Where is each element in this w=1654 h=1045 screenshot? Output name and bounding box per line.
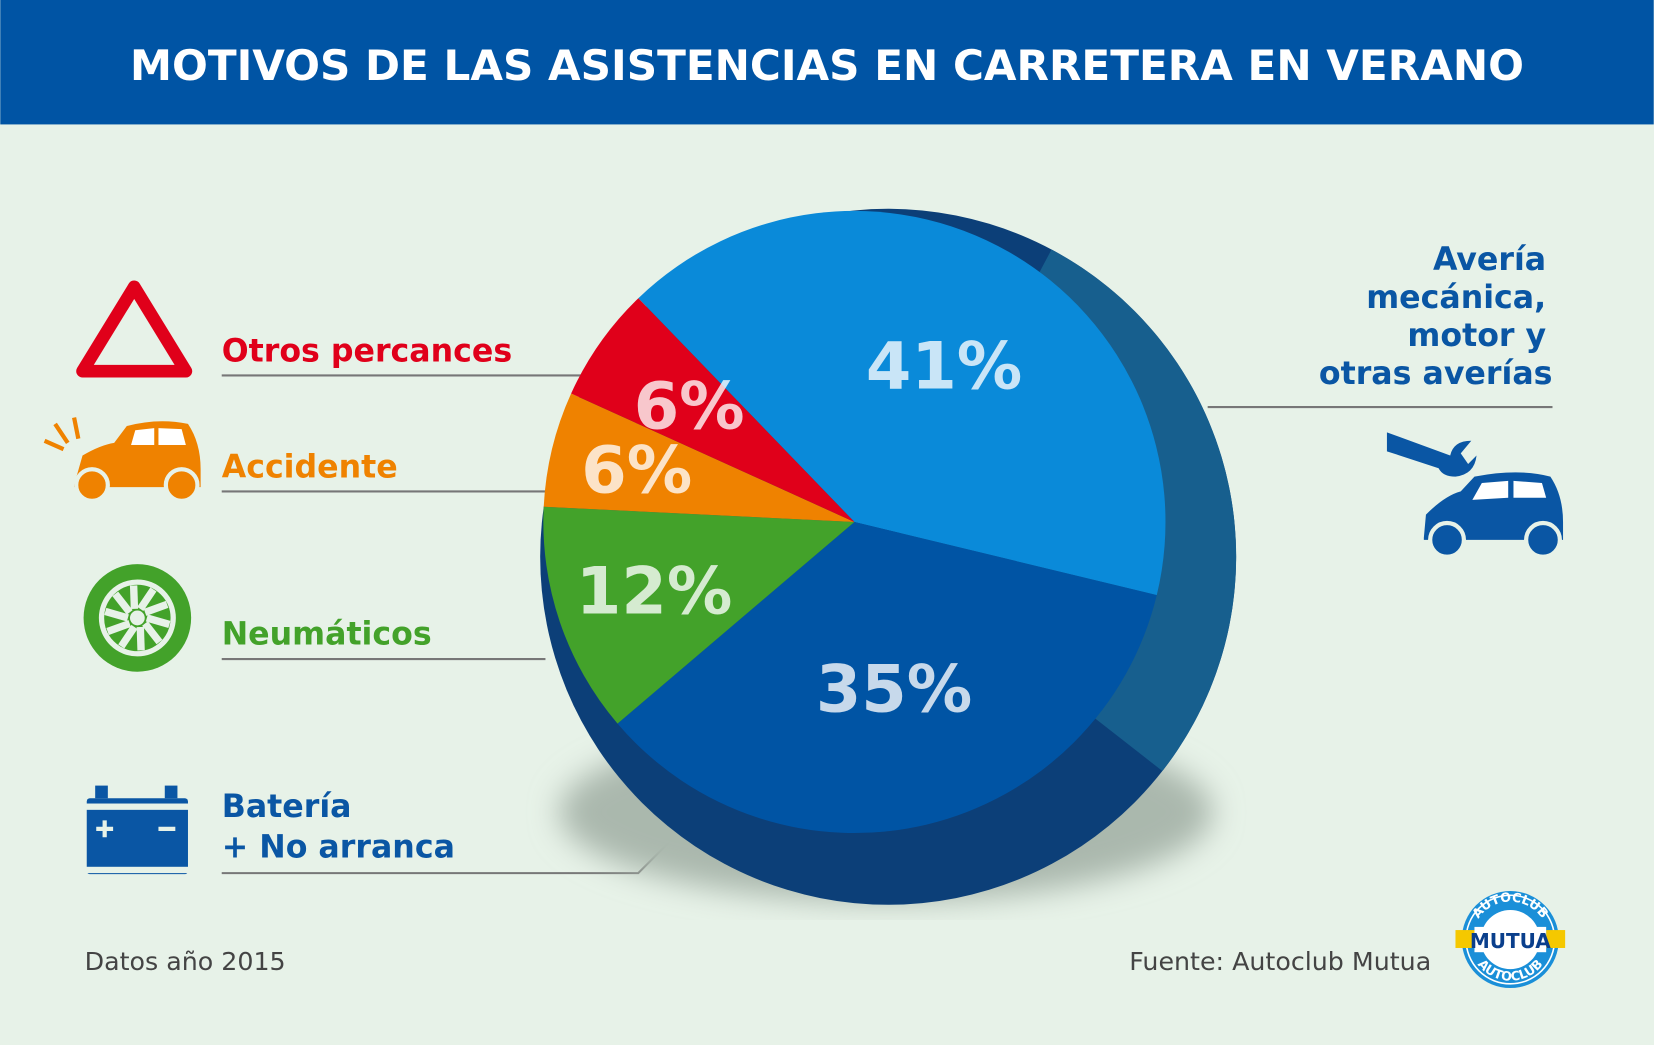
tire-spoke	[106, 620, 131, 635]
label-averia-4: otras averías	[1319, 356, 1553, 392]
pie-slice	[543, 393, 855, 522]
tire-spoke	[118, 624, 138, 649]
pie-percent-label: 35%	[816, 652, 972, 728]
tire-spoke	[104, 607, 129, 622]
logo-text-mutua: MUTUA	[1470, 929, 1551, 953]
pie-slice	[638, 210, 1166, 596]
pie-percent-label: 6%	[581, 433, 692, 509]
source-note: Fuente: Autoclub Mutua	[1129, 947, 1431, 976]
pie-percent-label: 41%	[866, 329, 1022, 405]
tire-spoke	[142, 621, 163, 645]
warning-triangle-icon	[76, 280, 193, 378]
pie-percent-labels: 41% 35% 12% 6%6%	[576, 329, 1022, 728]
tire-spoke	[136, 626, 145, 651]
label-bateria-1: Batería	[222, 789, 352, 825]
pie-percent-label: 6%	[634, 369, 745, 445]
pie-percent-label: 12%	[576, 553, 732, 629]
pie-slice	[571, 298, 855, 522]
pie-slice	[617, 521, 1157, 834]
battery-icon	[84, 785, 191, 875]
tire-spoke	[137, 587, 157, 611]
label-otros-percances: Otros percances	[222, 334, 512, 370]
label-bateria-2: + No arranca	[222, 829, 455, 865]
pie-slices	[543, 210, 1166, 834]
tire-spoke	[145, 614, 171, 628]
pie-slice	[543, 506, 855, 724]
wrench-car-icon	[1386, 432, 1564, 559]
label-averia-2: mecánica,	[1366, 280, 1546, 316]
label-accidente: Accidente	[222, 450, 398, 486]
label-averia-3: motor y	[1407, 318, 1546, 354]
tire-spoke	[129, 585, 139, 610]
car-crash-icon	[43, 417, 201, 503]
page-title: MOTIVOS DE LAS ASISTENCIAS EN CARRETERA …	[130, 41, 1524, 90]
label-averia: Avería mecánica, motor y otras averías	[1319, 242, 1553, 392]
tire-icon	[83, 564, 192, 672]
tire-spoke	[112, 591, 133, 615]
data-year-note: Datos año 2015	[85, 947, 286, 976]
tire-spoke	[143, 600, 169, 616]
label-neumaticos: Neumáticos	[222, 616, 432, 652]
label-averia-1: Avería	[1433, 242, 1546, 278]
header-bar	[0, 0, 1654, 125]
